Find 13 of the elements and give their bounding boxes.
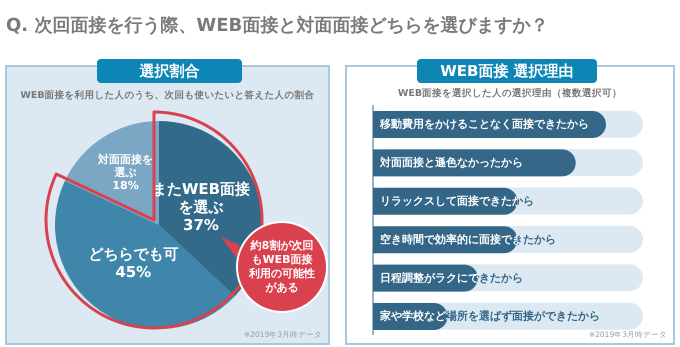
y-tick-label: 対面面接と遜色なかったから [379,156,524,170]
data-label: 37% [183,216,219,234]
data-label: 45% [115,262,152,281]
slice-label: どちらでも可 [87,244,180,263]
chart-subtitle: WEB面接を利用した人のうち、次回も使いたいと答えた人の割合 [19,89,316,102]
chart-title: 選択割合 [97,59,242,83]
chart-subtitle: WEB面接を選択した人の選択理由（複数選択可） [396,87,624,100]
chart-title: WEB面接 選択理由 [417,59,597,83]
text: 約8割が次回もWEB面接利用の可能性がある [248,239,316,295]
y-tick-label: 移動費用をかけることなく面接できたから [379,118,590,131]
slice-label: 対面面接を選ぶ [96,152,154,179]
data-label: 18% [112,178,139,192]
text: Q. 次回面接を行う際、WEB面接と対面面接どちらを選びますか？ [6,14,550,38]
